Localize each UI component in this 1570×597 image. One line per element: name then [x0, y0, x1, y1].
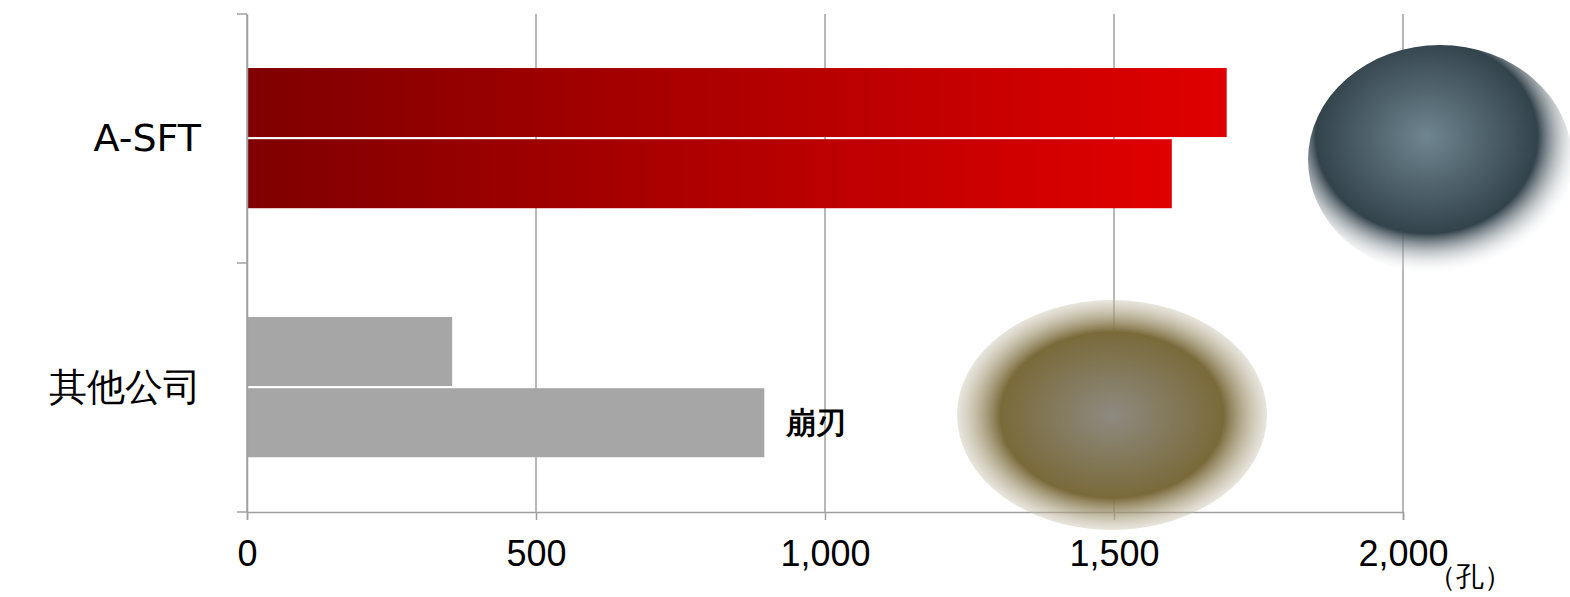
- tick-label: 500: [506, 533, 566, 574]
- tick: 1,000: [780, 512, 870, 574]
- tick-mark: [237, 13, 247, 15]
- tick-mark: [825, 512, 827, 520]
- x-axis: 05001,0001,5002,000: [237, 512, 1448, 574]
- tick-label: A-SFT: [94, 116, 202, 160]
- photo: [1308, 45, 1570, 275]
- tick: 0: [237, 512, 257, 574]
- y-axis: A-SFT 其他公司: [49, 14, 248, 513]
- tick-label: 其他公司: [49, 365, 201, 409]
- tick-label: 1,500: [1069, 533, 1159, 574]
- bar: [247, 317, 452, 386]
- tick-mark: [247, 512, 249, 520]
- tick-label: 1,000: [780, 533, 870, 574]
- tick: 500: [506, 512, 566, 574]
- bar: [247, 388, 764, 457]
- tick-mark: [536, 512, 538, 520]
- tick-label: 0: [237, 533, 257, 574]
- axis-line: [248, 513, 1404, 521]
- tick-mark: [237, 262, 247, 264]
- bar: [247, 139, 1172, 208]
- tick: A-SFT: [94, 116, 202, 160]
- tick-mark: [1403, 512, 1405, 520]
- photo: [957, 300, 1267, 530]
- axis-title: （孔）: [1428, 560, 1512, 593]
- annotation: 崩刃: [785, 405, 846, 440]
- chart: 05001,0001,5002,000A-SFT其他公司崩刃（孔）: [0, 0, 1570, 597]
- tick-mark: [237, 511, 247, 513]
- plot: 05001,0001,5002,000A-SFT其他公司崩刃: [49, 14, 1449, 574]
- tick: 其他公司: [49, 365, 201, 409]
- bar: [247, 68, 1227, 137]
